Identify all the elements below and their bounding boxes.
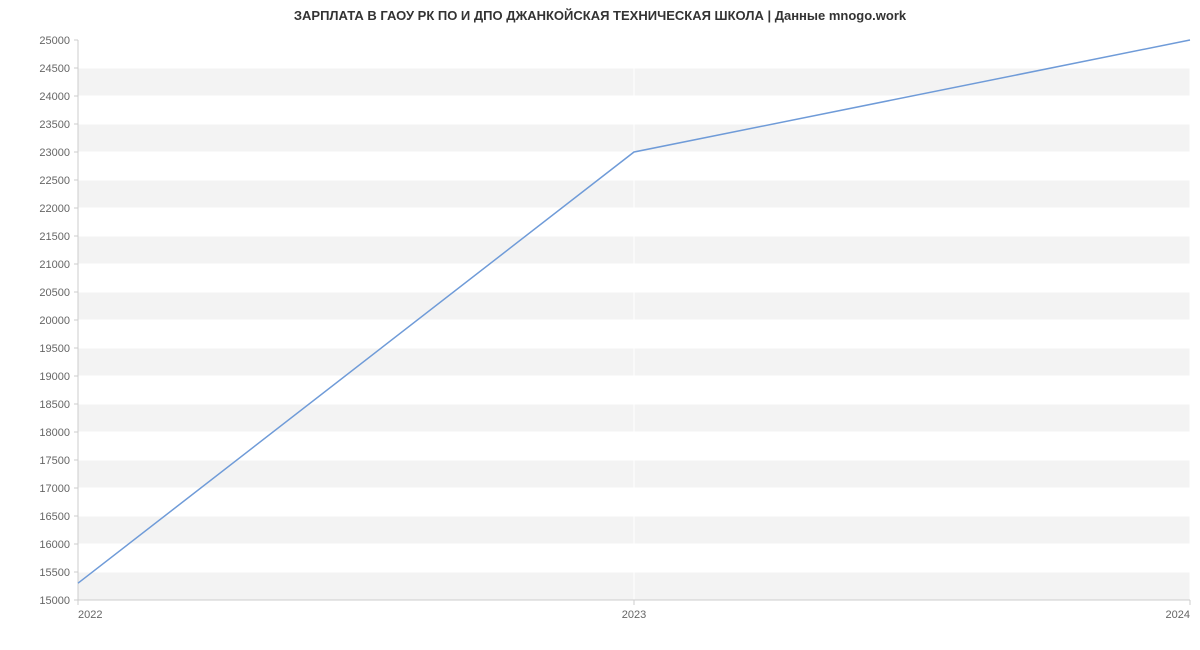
chart-container: ЗАРПЛАТА В ГАОУ РК ПО И ДПО ДЖАНКОЙСКАЯ … bbox=[0, 0, 1200, 650]
y-tick-label: 15500 bbox=[39, 567, 70, 579]
y-tick-label: 21000 bbox=[39, 259, 70, 271]
y-tick-label: 23500 bbox=[39, 119, 70, 131]
y-tick-label: 17000 bbox=[39, 483, 70, 495]
x-tick-label: 2024 bbox=[1166, 609, 1190, 621]
y-tick-label: 24000 bbox=[39, 91, 70, 103]
y-tick-label: 19500 bbox=[39, 343, 70, 355]
y-tick-label: 19000 bbox=[39, 371, 70, 383]
chart-svg: 15000 15500 16000 16500 17000 17500 18000 18500… bbox=[0, 0, 1200, 650]
y-tick-label: 18000 bbox=[39, 427, 70, 439]
y-tick-label: 15000 bbox=[39, 595, 70, 607]
y-tick-label: 16500 bbox=[39, 511, 70, 523]
y-tick-label: 21500 bbox=[39, 231, 70, 243]
y-tick-label: 16000 bbox=[39, 539, 70, 551]
y-tick-label: 18500 bbox=[39, 399, 70, 411]
y-tick-label: 24500 bbox=[39, 63, 70, 75]
y-tick-label: 22000 bbox=[39, 203, 70, 215]
y-tick-label: 23000 bbox=[39, 147, 70, 159]
x-tick-label: 2022 bbox=[78, 609, 102, 621]
x-tick-label: 2023 bbox=[622, 609, 646, 621]
y-tick-label: 20000 bbox=[39, 315, 70, 327]
y-tick-label: 20500 bbox=[39, 287, 70, 299]
y-tick-label: 17500 bbox=[39, 455, 70, 467]
y-tick-label: 25000 bbox=[39, 35, 70, 47]
y-tick-label: 22500 bbox=[39, 175, 70, 187]
